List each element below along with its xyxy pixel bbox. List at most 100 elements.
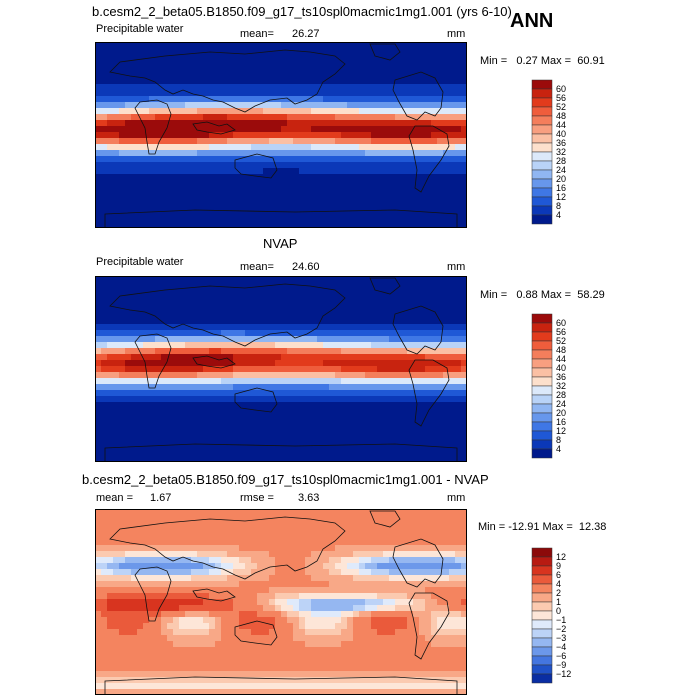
panel2-map-cell	[365, 306, 372, 313]
panel2-map-cell	[221, 330, 228, 337]
panel2-map-cell	[257, 330, 264, 337]
panel2-map-cell	[317, 432, 324, 439]
panel1-map-cell	[341, 168, 348, 175]
panel1-map-cell	[407, 174, 414, 181]
panel1-map-cell	[389, 198, 396, 205]
panel1-map-cell	[191, 186, 198, 193]
panel1-map-cell	[233, 216, 240, 223]
panel2-map-cell	[125, 276, 132, 283]
panel2-map-cell	[293, 294, 300, 301]
panel2-map-cell	[335, 414, 342, 421]
panel3-map-cell	[353, 593, 360, 600]
panel3-map-cell	[209, 527, 216, 534]
panel3-map-cell	[113, 605, 120, 612]
panel2-map-cell	[437, 354, 444, 361]
panel1-map-cell	[185, 138, 192, 145]
panel1-map-cell	[203, 96, 210, 103]
panel2-map-cell	[107, 294, 114, 301]
panel2-map-cell	[191, 342, 198, 349]
panel2-map-cell	[461, 384, 467, 391]
panel1-map-cell	[359, 78, 366, 85]
panel1-colorbar-swatch	[531, 106, 553, 117]
panel1-map-cell	[131, 108, 138, 115]
panel2-map-cell	[227, 408, 234, 415]
panel2-map-cell	[227, 372, 234, 379]
panel3-map-cell	[413, 551, 420, 558]
panel2-map-cell	[305, 456, 312, 462]
panel1-map-cell	[461, 174, 467, 181]
panel3-map-cell	[431, 575, 438, 582]
panel2-map-cell	[305, 408, 312, 415]
panel3-map-cell	[131, 515, 138, 522]
panel2-map-cell	[275, 438, 282, 445]
panel3-map-cell	[137, 539, 144, 546]
panel1-map-cell	[365, 216, 372, 223]
panel2-map-cell	[197, 450, 204, 457]
panel2-map-cell	[95, 432, 102, 439]
panel3-map-cell	[173, 593, 180, 600]
panel3-map-cell	[425, 533, 432, 540]
panel1-map-cell	[197, 222, 204, 228]
panel3-map-cell	[461, 521, 467, 528]
panel1-map-cell	[413, 126, 420, 133]
panel3-map-cell	[407, 521, 414, 528]
panel2-map-cell	[407, 414, 414, 421]
panel1-map-cell	[137, 216, 144, 223]
panel2-map-cell	[443, 402, 450, 409]
panel3-map-cell	[317, 593, 324, 600]
panel1-map-cell	[209, 168, 216, 175]
panel1-map-cell	[185, 222, 192, 228]
panel2-map-cell	[377, 294, 384, 301]
panel2-map-cell	[227, 312, 234, 319]
panel1-map-cell	[305, 180, 312, 187]
panel2-map-cell	[203, 414, 210, 421]
panel3-map-cell	[401, 563, 408, 570]
panel2-map-cell	[437, 408, 444, 415]
panel2-map-cell	[185, 348, 192, 355]
panel3-map-cell	[419, 533, 426, 540]
panel2-colorbar-tick-label: 16	[556, 417, 566, 427]
panel1-map-cell	[437, 168, 444, 175]
panel3-map-cell	[173, 515, 180, 522]
panel2-map-cell	[173, 396, 180, 403]
panel1-map-cell	[287, 96, 294, 103]
panel2-map-cell	[251, 408, 258, 415]
panel1-map-cell	[293, 132, 300, 139]
panel1-map-cell	[311, 96, 318, 103]
panel2-map-cell	[365, 402, 372, 409]
panel2-map-cell	[179, 348, 186, 355]
panel1-map-cell	[125, 132, 132, 139]
panel1-map-cell	[347, 186, 354, 193]
panel2-map-cell	[257, 282, 264, 289]
panel2-map-cell	[377, 420, 384, 427]
panel2-map-cell	[191, 276, 198, 283]
panel2-map-cell	[395, 306, 402, 313]
panel2-map-cell	[203, 360, 210, 367]
panel2-map-cell	[137, 312, 144, 319]
panel1-map-cell	[359, 48, 366, 55]
panel1-map-cell	[263, 132, 270, 139]
panel1-map-cell	[431, 186, 438, 193]
panel2-map-cell	[371, 384, 378, 391]
panel2-map-cell	[113, 306, 120, 313]
panel1-map-cell	[425, 210, 432, 217]
panel3-map-cell	[173, 557, 180, 564]
panel3-map-cell	[299, 575, 306, 582]
panel1-map-cell	[323, 144, 330, 151]
panel1-map-cell	[131, 90, 138, 97]
panel2-map-cell	[239, 372, 246, 379]
panel2-map-cell	[335, 372, 342, 379]
panel3-map-cell	[425, 563, 432, 570]
panel1-map-coastline	[192, 121, 236, 135]
panel2-map-cell	[449, 342, 456, 349]
panel3-map-cell	[449, 551, 456, 558]
panel1-colorbar-tick-label: 36	[556, 138, 566, 148]
panel1-map-cell	[455, 102, 462, 109]
panel2-map-cell	[443, 372, 450, 379]
panel1-map-cell	[455, 84, 462, 91]
panel1-map-cell	[281, 72, 288, 79]
panel3-map-cell	[191, 593, 198, 600]
panel3-map-cell	[371, 527, 378, 534]
panel1-map-cell	[329, 174, 336, 181]
panel3-map-cell	[125, 563, 132, 570]
